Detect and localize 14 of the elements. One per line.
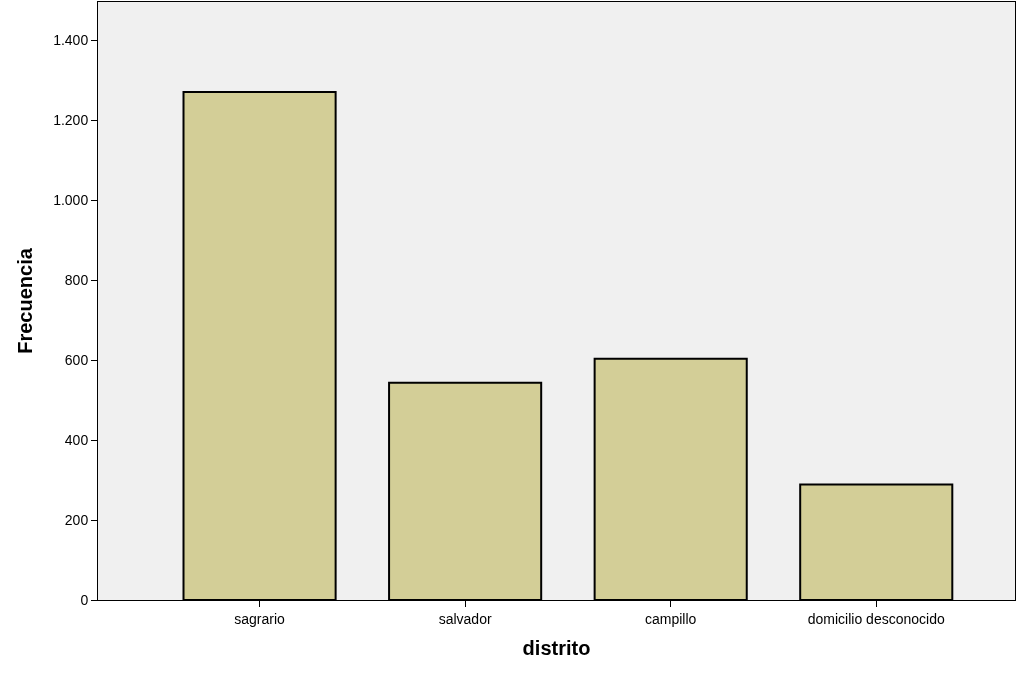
x-tick-label: sagrario	[234, 610, 286, 627]
x-tick-label: domicilio desconocido	[807, 610, 945, 627]
y-tick-label: 1.400	[53, 31, 89, 48]
y-tick-label: 1.000	[53, 191, 89, 208]
y-tick-label: 1.200	[53, 111, 89, 128]
y-tick-label: 600	[64, 351, 89, 368]
y-tick-label: 800	[64, 271, 89, 288]
y-tick-label: 200	[64, 511, 89, 528]
x-axis-title: distrito	[522, 637, 591, 660]
y-tick-label: 0	[80, 591, 89, 608]
y-tick-label: 400	[64, 431, 89, 448]
x-tick-label: campillo	[645, 610, 697, 627]
y-axis-title: Frecuencia	[13, 247, 36, 354]
x-tick-label: salvador	[438, 610, 492, 627]
